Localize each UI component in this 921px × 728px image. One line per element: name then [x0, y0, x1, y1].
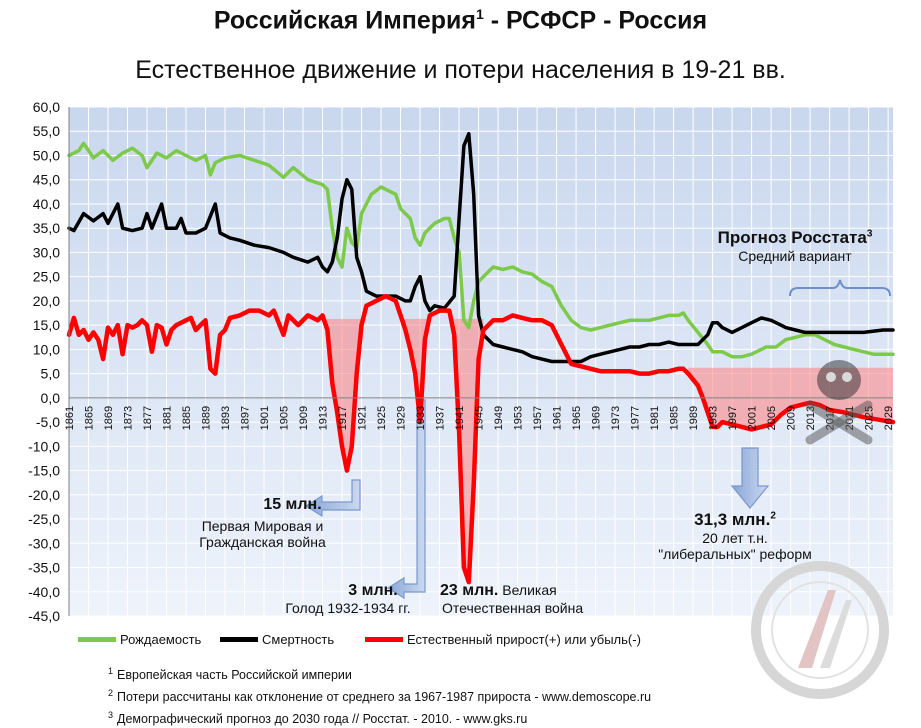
x-tick-label: 1953: [513, 406, 525, 430]
annotation-ww2: 23 млн. Великая Отечественная война: [440, 582, 584, 616]
legend-swatch-death: [220, 637, 258, 642]
y-tick-label: 60,0: [33, 99, 60, 115]
y-tick-label: -25,0: [28, 511, 60, 527]
y-tick-label: -40,0: [28, 584, 60, 600]
y-tick-label: 15,0: [33, 317, 60, 333]
plot-background: [69, 107, 893, 616]
y-tick-label: 50,0: [33, 147, 60, 163]
x-tick-label: 1897: [240, 406, 252, 430]
y-tick-label: -5,0: [36, 414, 60, 430]
x-tick-label: 1937: [435, 406, 447, 430]
y-tick-label: -10,0: [28, 438, 60, 454]
x-tick-label: 1913: [318, 406, 330, 430]
x-tick-label: 1921: [357, 406, 369, 430]
page-title: Российская Империя1 - РСФСР - Россия: [213, 6, 708, 35]
x-tick-label: 1869: [103, 406, 115, 430]
annotation-ww1: 15 млн. Первая Мировая и Гражданская вой…: [199, 496, 326, 550]
page-subtitle: Естественное движение и потери населения…: [135, 56, 786, 84]
footnote-3: 3 Демографический прогноз до 2030 года //…: [108, 710, 528, 727]
y-tick-label: 5,0: [41, 366, 61, 382]
annotation-forecast: Прогноз Росстата3 Средний вариант: [717, 228, 873, 264]
y-tick-label: 10,0: [33, 341, 60, 357]
x-tick-label: 1909: [298, 406, 310, 430]
x-tick-label: 1917: [337, 406, 349, 430]
x-tick-label: 1985: [669, 406, 681, 430]
skull-crossbones-icon: [805, 360, 873, 445]
x-tick-label: 1973: [610, 406, 622, 430]
deficit-area-1: [322, 318, 484, 583]
y-tick-label: 30,0: [33, 244, 60, 260]
x-tick-label: 1949: [493, 406, 505, 430]
x-tick-label: 1925: [376, 406, 388, 430]
y-tick-label: -45,0: [28, 608, 60, 624]
legend-swatch-birth: [78, 637, 116, 642]
legend-item-natural: Естественный прирост(+) или убыль(-): [365, 632, 641, 647]
x-tick-label: 1905: [279, 406, 291, 430]
legend-item-death: Смертность: [220, 632, 334, 647]
x-tick-label: 1865: [84, 406, 96, 430]
x-tick-label: 1873: [123, 406, 135, 430]
y-tick-label: 45,0: [33, 172, 60, 188]
x-tick-label: 2009: [786, 406, 798, 430]
x-tick-label: 2025: [864, 406, 876, 430]
x-tick-label: 1889: [201, 406, 213, 430]
arrow-ww1: [304, 479, 361, 518]
forecast-brace: [789, 279, 891, 297]
y-tick-label: 55,0: [33, 123, 60, 139]
legend-item-birth: Рождаемость: [78, 632, 201, 647]
y-tick-label: -20,0: [28, 487, 60, 503]
x-tick-label: 1893: [220, 406, 232, 430]
legend-swatch-natural: [365, 637, 403, 642]
x-tick-label: 1965: [571, 406, 583, 430]
footnote-2: 2 Потери рассчитаны как отклонение от сре…: [108, 688, 652, 705]
y-tick-label: 25,0: [33, 269, 60, 285]
x-tick-label: 1901: [259, 406, 271, 430]
x-tick-label: 1861: [64, 406, 76, 430]
x-tick-label: 1929: [396, 406, 408, 430]
x-tick-label: 1981: [649, 406, 661, 430]
y-tick-label: -35,0: [28, 560, 60, 576]
x-tick-label: 1993: [708, 406, 720, 430]
series-line-death: [67, 131, 895, 364]
x-tick-label: 1989: [688, 406, 700, 430]
annotation-famine: 3 млн. Голод 1932-1934 гг.: [285, 582, 411, 616]
series-line-natural: [66, 293, 896, 585]
series-line-birth: [67, 141, 895, 359]
y-tick-label: 40,0: [33, 196, 60, 212]
x-tick-label: 1941: [454, 406, 466, 430]
x-tick-label: 1957: [532, 406, 544, 430]
y-tick-label: 20,0: [33, 293, 60, 309]
arrow-liberal: [730, 447, 770, 509]
x-tick-label: 1877: [142, 406, 154, 430]
x-tick-label: 1933: [415, 406, 427, 430]
x-tick-label: 2005: [766, 406, 778, 430]
x-tick-label: 1977: [630, 406, 642, 430]
y-tick-label: -30,0: [28, 535, 60, 551]
x-tick-label: 1881: [162, 406, 174, 430]
x-tick-label: 1945: [474, 406, 486, 430]
x-tick-label: 1997: [727, 406, 739, 430]
y-tick-label: 35,0: [33, 220, 60, 236]
annotation-liberal: 31,3 млн.2 20 лет т.н. "либеральных" реф…: [658, 510, 812, 562]
x-tick-label: 1969: [591, 406, 603, 430]
footnote-1: 1 Европейская часть Российской империи: [108, 666, 352, 683]
x-tick-label: 1961: [552, 406, 564, 430]
y-tick-label: -15,0: [28, 463, 60, 479]
x-tick-label: 1885: [181, 406, 193, 430]
y-tick-label: 0,0: [41, 390, 61, 406]
x-tick-label: 2001: [747, 406, 759, 430]
watermark-seal-icon: [751, 561, 889, 699]
x-tick-label: 2029: [883, 406, 895, 430]
